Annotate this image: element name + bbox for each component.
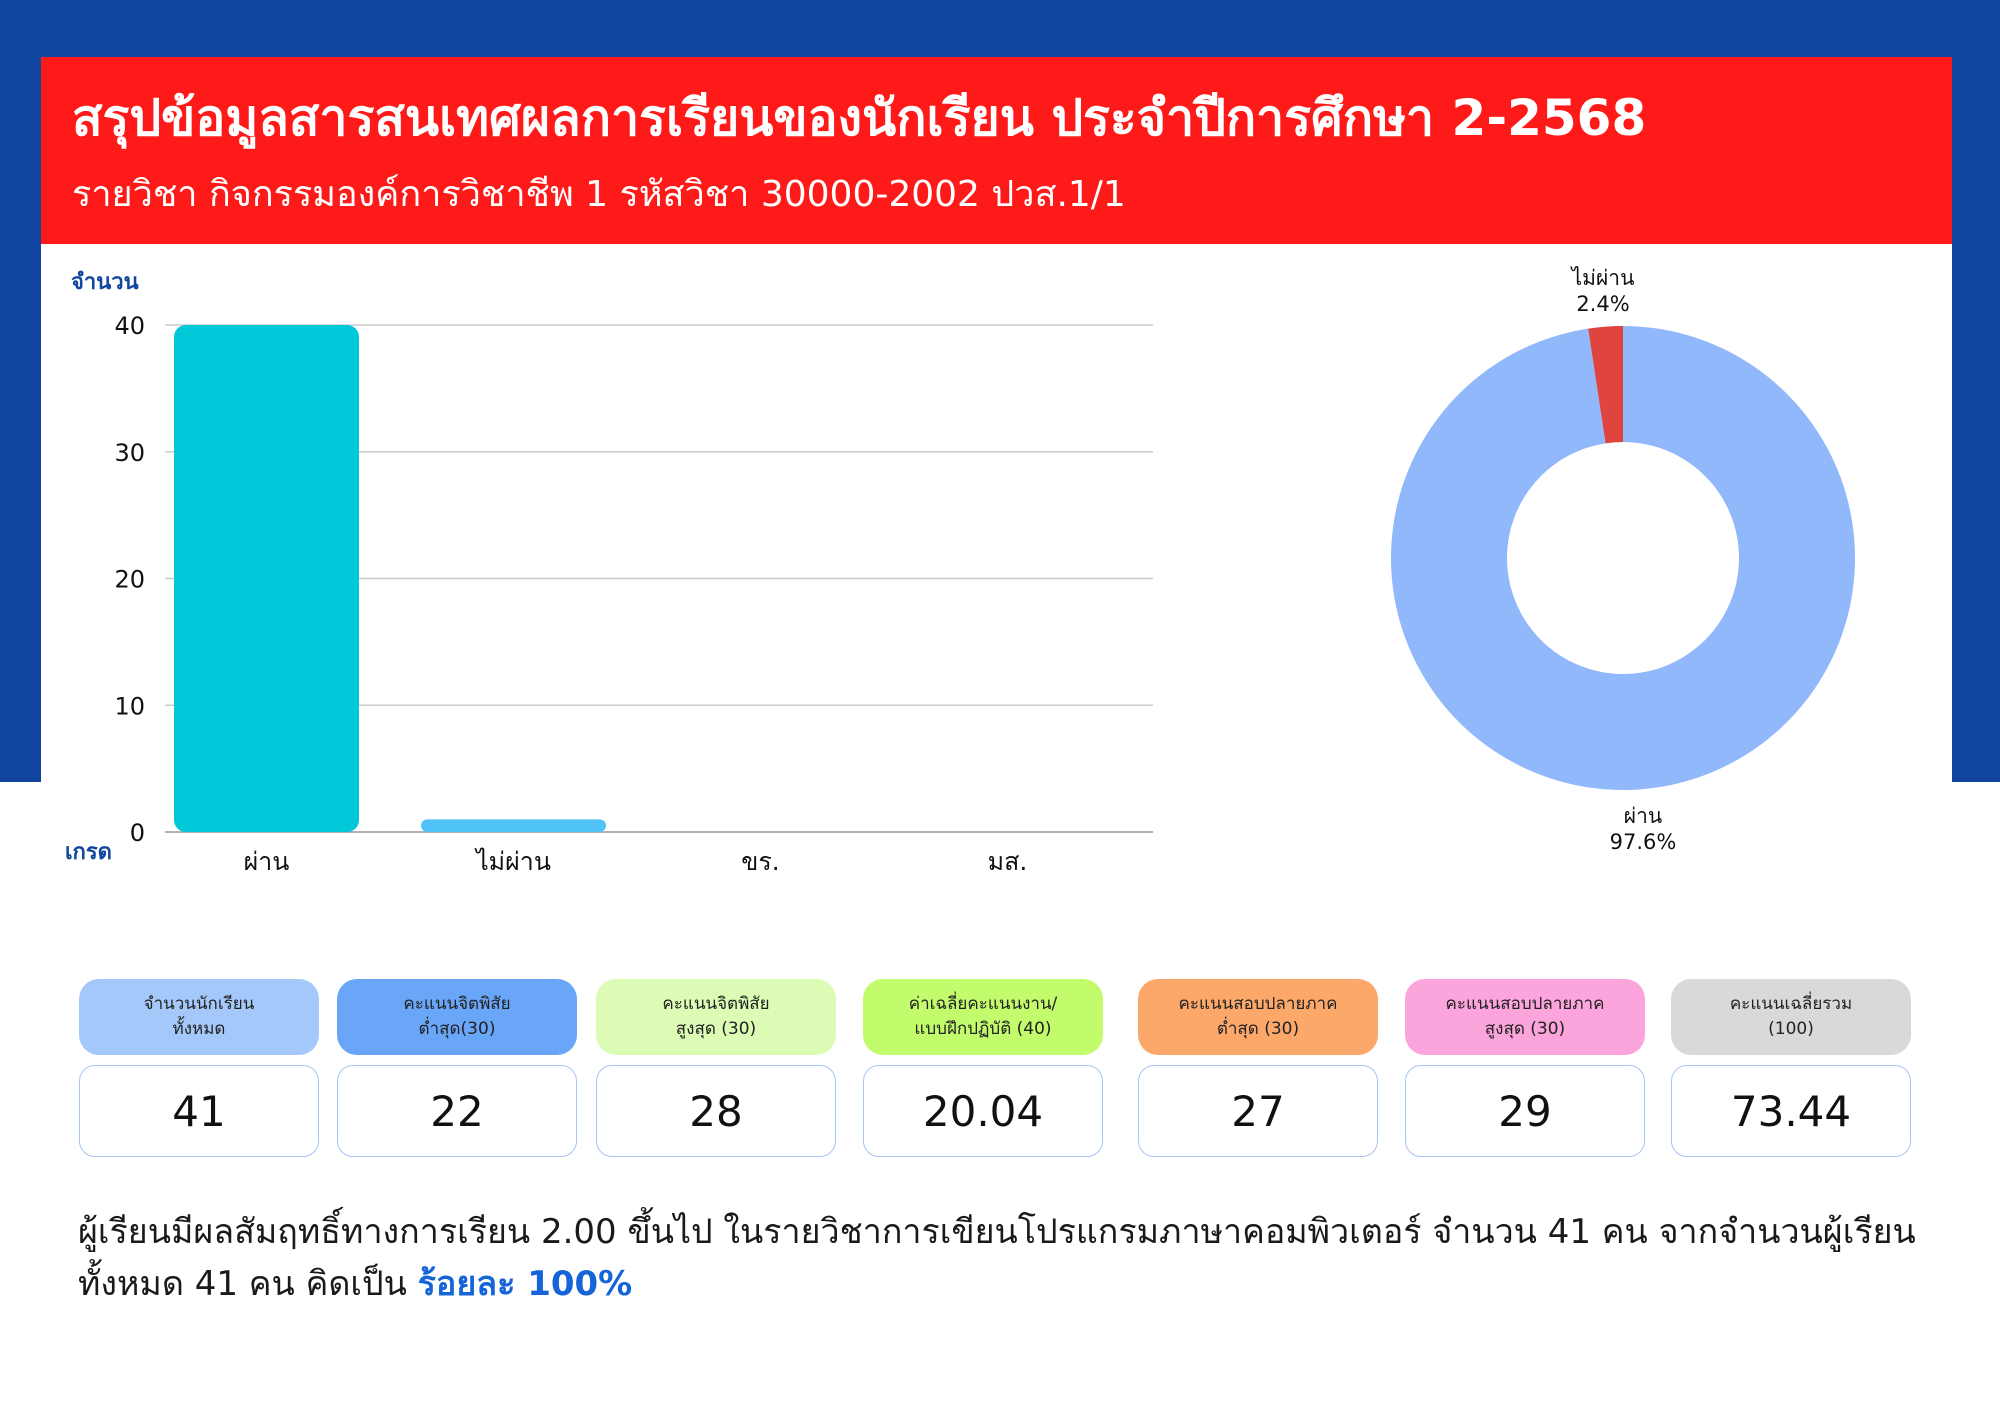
- y-tick-label: 0: [130, 819, 145, 847]
- stat-value: 29: [1405, 1065, 1645, 1157]
- y-tick-label: 30: [114, 439, 145, 467]
- stat-label: จำนวนนักเรียน ทั้งหมด: [79, 979, 319, 1055]
- x-tick-label: มส.: [988, 847, 1028, 876]
- summary-highlight: ร้อยละ 100%: [417, 1264, 633, 1304]
- stat-value: 20.04: [863, 1065, 1103, 1157]
- stat-value: 73.44: [1671, 1065, 1911, 1157]
- stat-value: 27: [1138, 1065, 1378, 1157]
- bar-1: [174, 325, 359, 832]
- y-tick-label: 10: [114, 692, 145, 720]
- stat-value: 28: [596, 1065, 836, 1157]
- slice-fail: [1588, 326, 1623, 444]
- bar-2: [421, 819, 606, 832]
- y-tick-label: 20: [114, 566, 145, 594]
- stat-label: คะแนนจิตพิสัย สูงสุด (30): [596, 979, 836, 1055]
- x-tick-label: ผ่าน: [244, 847, 290, 876]
- stat-label: คะแนนสอบปลายภาค ต่ำสุด (30): [1138, 979, 1378, 1055]
- stat-value: 41: [79, 1065, 319, 1157]
- page-title: สรุปข้อมูลสารสนเทศผลการเรียนของนักเรียน …: [72, 89, 1647, 147]
- x-axis-title: เกรด: [65, 840, 112, 865]
- summary-paragraph: ผู้เรียนมีผลสัมฤทธิ์ทางการเรียน 2.00 ขึ้…: [78, 1206, 1928, 1310]
- x-tick-label: ขร.: [741, 847, 779, 876]
- header-banner: สรุปข้อมูลสารสนเทศผลการเรียนของนักเรียน …: [41, 57, 1952, 244]
- stat-label: คะแนนจิตพิสัย ต่ำสุด(30): [337, 979, 577, 1055]
- y-axis-title: จำนวน: [71, 270, 139, 295]
- summary-text: ผู้เรียนมีผลสัมฤทธิ์ทางการเรียน 2.00 ขึ้…: [78, 1212, 1916, 1304]
- stat-label: คะแนนเฉลี่ยรวม (100): [1671, 979, 1911, 1055]
- course-subtitle: รายวิชา กิจกรรมองค์การวิชาชีพ 1 รหัสวิชา…: [72, 174, 1126, 215]
- x-tick-label: ไม่ผ่าน: [474, 847, 551, 876]
- stat-value: 22: [337, 1065, 577, 1157]
- y-tick-label: 40: [114, 312, 145, 340]
- slice-label-fail: ไม่ผ่าน: [1570, 266, 1635, 290]
- slice-pass: [1391, 326, 1855, 790]
- stat-label: ค่าเฉลี่ยคะแนนงาน/ แบบฝึกปฏิบัติ (40): [863, 979, 1103, 1055]
- stat-label: คะแนนสอบปลายภาค สูงสุด (30): [1405, 979, 1645, 1055]
- slice-percent-pass: 97.6%: [1610, 830, 1677, 854]
- slice-label-pass: ผ่าน: [1624, 804, 1662, 828]
- slice-percent-fail: 2.4%: [1576, 292, 1629, 316]
